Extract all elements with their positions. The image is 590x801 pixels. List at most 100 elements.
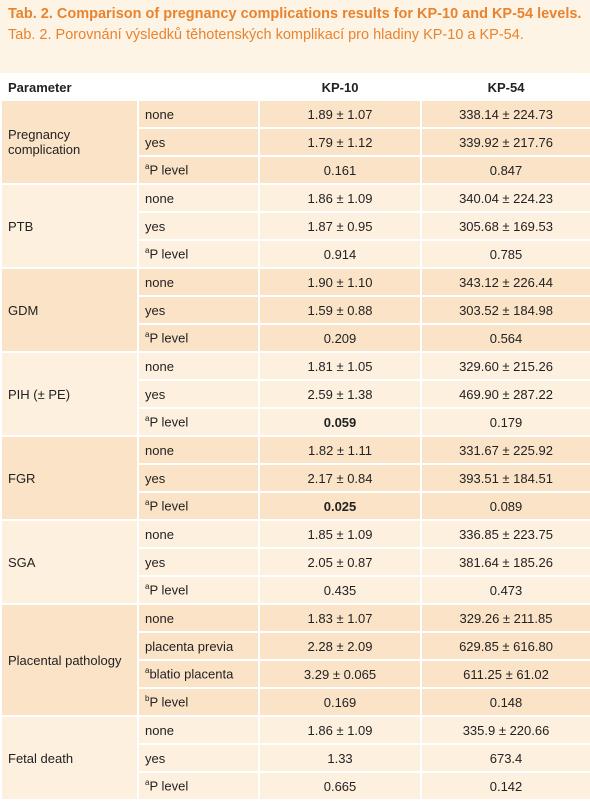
row-label: yes: [136, 463, 261, 493]
column-header: KP-10: [258, 73, 423, 101]
footnote-mark: a: [145, 778, 150, 788]
kp10-value: 0.161: [258, 155, 423, 185]
kp54-value: 340.04 ± 224.23: [420, 183, 590, 213]
table-row: aP level 0.025 0.089: [1, 491, 590, 521]
kp54-value: 0.785: [420, 239, 590, 269]
kp54-value: 0.142: [420, 771, 590, 801]
kp10-value: 2.05 ± 0.87: [258, 547, 423, 577]
table: Parameter KP-10 KP-54 Pregnancy complica…: [0, 73, 590, 801]
row-label: yes: [136, 295, 261, 325]
row-label-text: yes: [145, 134, 166, 150]
kp54-value: 303.52 ± 184.98: [420, 295, 590, 325]
group-label: FGR: [0, 435, 139, 521]
row-label-text: yes: [145, 554, 166, 570]
footnote-mark: a: [145, 582, 150, 592]
kp10-value: 1.86 ± 1.09: [258, 183, 423, 213]
column-header: KP-54: [420, 73, 590, 101]
table-row: yes 2.05 ± 0.87 381.64 ± 185.26: [1, 547, 590, 577]
row-label-text: P level: [149, 498, 189, 514]
kp54-value: 381.64 ± 185.26: [420, 547, 590, 577]
row-label: yes: [136, 127, 261, 157]
group-label: Fetal death: [0, 715, 139, 801]
table-row: aP level 0.665 0.142: [1, 771, 590, 801]
table-row: aP level 0.914 0.785: [1, 239, 590, 269]
kp10-value: 1.59 ± 0.88: [258, 295, 423, 325]
table-head: Parameter KP-10 KP-54: [0, 73, 590, 101]
footnote-mark: a: [145, 666, 150, 676]
table-row: Fetal death none 1.86 ± 1.09 335.9 ± 220.66: [0, 715, 590, 801]
group-label: PTB: [0, 183, 139, 269]
kp54-value: 673.4: [420, 743, 590, 773]
table-row: GDM none 1.90 ± 1.10 343.12 ± 226.44: [0, 267, 590, 353]
kp10-value: 1.33: [258, 743, 423, 773]
row-label: none: [136, 519, 261, 549]
kp54-value: 343.12 ± 226.44: [420, 267, 590, 297]
row-label: none: [136, 267, 261, 297]
row-label: ablatio placenta: [136, 659, 261, 689]
kp10-value: 0.914: [258, 239, 423, 269]
row-label-text: none: [145, 526, 174, 542]
table-row: Placental pathology none 1.83 ± 1.07 329.26…: [0, 603, 590, 717]
table-row: PIH (± PE) none 1.81 ± 1.05 329.60 ± 215.26: [0, 351, 590, 437]
kp10-value: 1.83 ± 1.07: [258, 603, 423, 633]
row-label-text: P level: [149, 162, 189, 178]
kp54-value: 0.089: [420, 491, 590, 521]
row-label-text: none: [145, 106, 174, 122]
row-label-text: P level: [149, 246, 189, 262]
row-label: aP level: [136, 575, 261, 605]
footnote-mark: a: [145, 330, 150, 340]
row-label: yes: [136, 379, 261, 409]
row-label-text: P level: [149, 582, 189, 598]
row-label: none: [136, 351, 261, 381]
kp54-value: 329.60 ± 215.26: [420, 351, 590, 381]
table-title: Tab. 2. Comparison of pregnancy complica…: [8, 6, 582, 22]
kp54-value: 0.847: [420, 155, 590, 185]
row-label: aP level: [136, 407, 261, 437]
kp10-value: 1.81 ± 1.05: [258, 351, 423, 381]
table-row: ablatio placenta 3.29 ± 0.065 611.25 ± 61.…: [1, 659, 590, 689]
kp54-value: 329.26 ± 211.85: [420, 603, 590, 633]
kp10-value: 1.87 ± 0.95: [258, 211, 423, 241]
kp54-value: 305.68 ± 169.53: [420, 211, 590, 241]
kp54-value: 336.85 ± 223.75: [420, 519, 590, 549]
footnote-mark: a: [145, 498, 150, 508]
table-row: SGA none 1.85 ± 1.09 336.85 ± 223.75: [0, 519, 590, 605]
kp54-value: 611.25 ± 61.02: [420, 659, 590, 689]
table-row: yes 1.33 673.4: [1, 743, 590, 773]
kp54-value: 0.564: [420, 323, 590, 353]
table-row: aP level 0.435 0.473: [1, 575, 590, 605]
table-subtitle: Tab. 2. Porovnání výsledků těhotenských …: [8, 27, 524, 43]
table-row: aP level 0.059 0.179: [1, 407, 590, 437]
row-label: none: [136, 435, 261, 465]
kp54-value: 338.14 ± 224.73: [420, 99, 590, 129]
footnote-mark: a: [145, 162, 150, 172]
kp54-value: 339.92 ± 217.76: [420, 127, 590, 157]
row-label: aP level: [136, 155, 261, 185]
group-label: Placental pathology: [0, 603, 139, 717]
row-label: none: [136, 603, 261, 633]
header: Tab. 2. Comparison of pregnancy complica…: [0, 0, 590, 73]
table-row: yes 1.87 ± 0.95 305.68 ± 169.53: [1, 211, 590, 241]
header-row: Parameter KP-10 KP-54: [0, 73, 590, 101]
kp54-value: 331.67 ± 225.92: [420, 435, 590, 465]
kp10-value: 0.059: [258, 407, 423, 437]
kp10-value: 1.86 ± 1.09: [258, 715, 423, 745]
footnote-mark: b: [145, 694, 150, 704]
table-row: yes 2.17 ± 0.84 393.51 ± 184.51: [1, 463, 590, 493]
row-label: yes: [136, 743, 261, 773]
table-row: aP level 0.209 0.564: [1, 323, 590, 353]
row-label-text: P level: [149, 414, 189, 430]
kp10-value: 0.025: [258, 491, 423, 521]
kp54-value: 0.179: [420, 407, 590, 437]
kp10-value: 0.209: [258, 323, 423, 353]
kp10-value: 0.169: [258, 687, 423, 717]
kp10-value: 2.28 ± 2.09: [258, 631, 423, 661]
group-label: GDM: [0, 267, 139, 353]
table-row: yes 1.79 ± 1.12 339.92 ± 217.76: [1, 127, 590, 157]
kp54-value: 393.51 ± 184.51: [420, 463, 590, 493]
row-label: aP level: [136, 491, 261, 521]
column-header: Parameter: [0, 73, 261, 101]
row-label-text: yes: [145, 386, 166, 402]
kp10-value: 3.29 ± 0.065: [258, 659, 423, 689]
